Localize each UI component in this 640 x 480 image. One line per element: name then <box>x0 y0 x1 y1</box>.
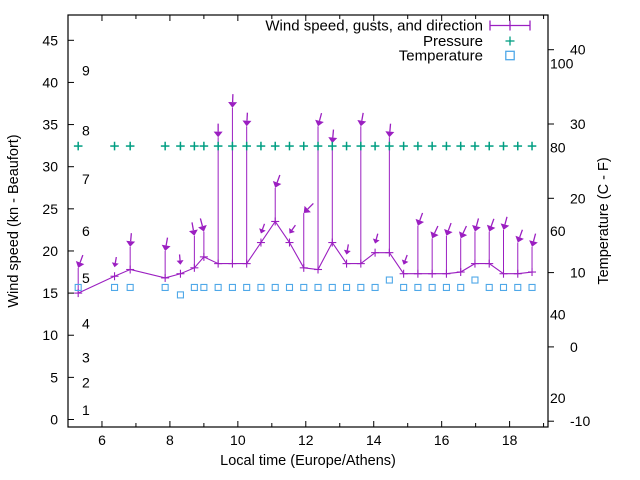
svg-text:5: 5 <box>50 369 58 385</box>
svg-text:Wind speed, gusts, and directi: Wind speed, gusts, and direction <box>265 18 483 35</box>
svg-text:40: 40 <box>42 74 58 90</box>
svg-text:Local time (Europe/Athens): Local time (Europe/Athens) <box>220 453 396 469</box>
svg-text:0: 0 <box>570 339 578 355</box>
svg-text:1: 1 <box>82 402 90 418</box>
svg-text:16: 16 <box>434 432 450 448</box>
svg-text:5: 5 <box>82 270 90 286</box>
svg-text:10: 10 <box>42 327 58 343</box>
svg-text:30: 30 <box>42 159 58 175</box>
svg-text:18: 18 <box>502 432 518 448</box>
svg-text:15: 15 <box>42 285 58 301</box>
svg-text:30: 30 <box>570 116 586 132</box>
svg-text:100: 100 <box>550 56 574 72</box>
svg-text:9: 9 <box>82 63 90 79</box>
svg-text:Temperature: Temperature <box>399 48 483 65</box>
svg-text:20: 20 <box>570 190 586 206</box>
svg-text:8: 8 <box>82 122 90 138</box>
svg-text:80: 80 <box>550 139 566 155</box>
svg-text:6: 6 <box>98 432 106 448</box>
svg-text:10: 10 <box>570 265 586 281</box>
svg-text:3: 3 <box>82 350 90 366</box>
svg-text:8: 8 <box>166 432 174 448</box>
svg-text:45: 45 <box>42 32 58 48</box>
svg-text:-10: -10 <box>570 413 590 429</box>
svg-text:0: 0 <box>50 412 58 428</box>
svg-text:25: 25 <box>42 201 58 217</box>
svg-text:7: 7 <box>82 171 90 187</box>
svg-text:60: 60 <box>550 223 566 239</box>
svg-text:Temperature (C - F): Temperature (C - F) <box>596 157 612 284</box>
svg-text:20: 20 <box>42 243 58 259</box>
svg-text:4: 4 <box>82 316 90 332</box>
svg-text:35: 35 <box>42 117 58 133</box>
svg-text:20: 20 <box>550 390 566 406</box>
svg-text:6: 6 <box>82 223 90 239</box>
svg-text:2: 2 <box>82 375 90 391</box>
svg-text:40: 40 <box>570 42 586 58</box>
svg-text:12: 12 <box>298 432 314 448</box>
svg-text:14: 14 <box>366 432 382 448</box>
svg-text:10: 10 <box>230 432 246 448</box>
svg-text:40: 40 <box>550 307 566 323</box>
svg-text:Wind speed (kn - Beaufort): Wind speed (kn - Beaufort) <box>6 134 22 307</box>
